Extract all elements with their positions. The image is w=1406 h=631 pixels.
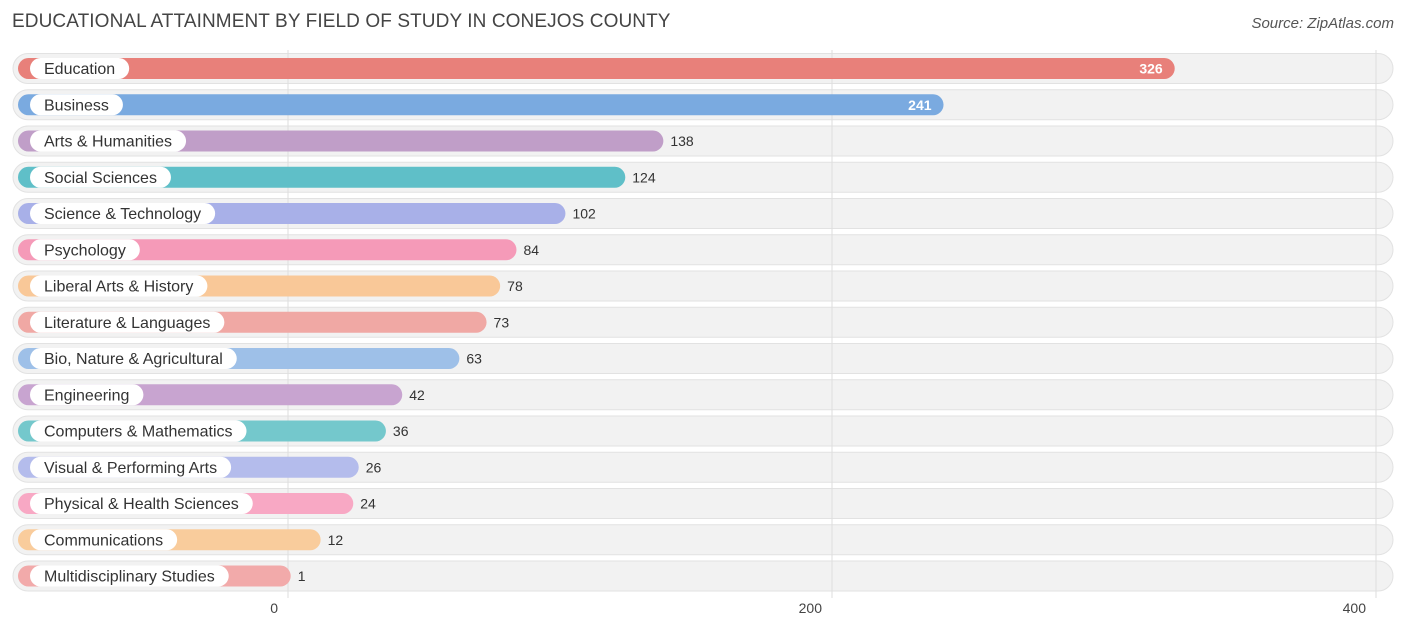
category-label-pill	[30, 94, 123, 116]
row-background	[12, 488, 1394, 519]
x-tick-label: 0	[270, 600, 278, 616]
category-label: Arts & Humanities	[44, 134, 172, 151]
bar	[18, 239, 517, 261]
x-axis-ticks: 0 200 400	[270, 600, 1366, 616]
value-label: 326	[1139, 61, 1163, 77]
category-label-pill	[30, 166, 171, 188]
category-label-pill	[30, 311, 225, 333]
chart-title: EDUCATIONAL ATTAINMENT BY FIELD OF STUDY…	[12, 11, 671, 32]
row-background	[12, 560, 1394, 592]
category-label-pill	[30, 565, 229, 587]
category-label-pill	[30, 203, 216, 224]
value-label: 1	[298, 568, 306, 584]
value-label: 78	[507, 278, 523, 294]
category-label: Social Sciences	[44, 170, 157, 187]
value-label: 124	[632, 169, 656, 185]
x-tick-label: 400	[1343, 600, 1367, 616]
row-background	[12, 524, 1394, 556]
category-label-pill	[30, 275, 208, 297]
value-label: 138	[670, 133, 694, 149]
category-label-pill	[30, 529, 178, 551]
category-label-pill	[30, 130, 187, 152]
value-label: 42	[409, 387, 425, 403]
category-label-pill	[30, 58, 130, 79]
value-label: 63	[466, 351, 482, 367]
value-label: 36	[393, 423, 409, 439]
category-label: Multidisciplinary Studies	[44, 569, 215, 586]
category-label: Liberal Arts & History	[44, 279, 193, 296]
category-label: Engineering	[44, 387, 129, 404]
value-label: 26	[366, 459, 382, 475]
category-label: Computers & Mathematics	[44, 424, 233, 441]
bar	[18, 58, 1175, 79]
category-label: Communications	[44, 532, 163, 549]
category-label: Business	[44, 97, 109, 114]
value-label: 84	[523, 242, 539, 258]
category-label-pill	[30, 456, 232, 478]
value-label: 12	[328, 532, 344, 548]
category-label: Literature & Languages	[44, 315, 210, 332]
category-label: Visual & Performing Arts	[44, 460, 217, 477]
category-label-pill	[30, 420, 247, 442]
bar	[18, 94, 944, 116]
x-tick-label: 200	[799, 600, 823, 616]
category-label: Science & Technology	[44, 206, 201, 223]
value-label: 24	[360, 496, 376, 512]
value-label: 73	[494, 314, 510, 330]
category-label-pill	[30, 493, 253, 514]
category-label: Education	[44, 61, 115, 78]
category-label: Psychology	[44, 242, 126, 259]
category-label-pill	[30, 348, 237, 369]
category-label-pill	[30, 239, 140, 261]
value-label: 241	[908, 97, 932, 113]
category-label-pill	[30, 384, 144, 406]
value-label: 102	[572, 206, 596, 222]
category-label: Bio, Nature & Agricultural	[44, 351, 223, 368]
row-background	[12, 451, 1394, 483]
source-label: Source: ZipAtlas.com	[1251, 15, 1394, 32]
category-label: Physical & Health Sciences	[44, 496, 239, 513]
bar	[18, 166, 626, 188]
